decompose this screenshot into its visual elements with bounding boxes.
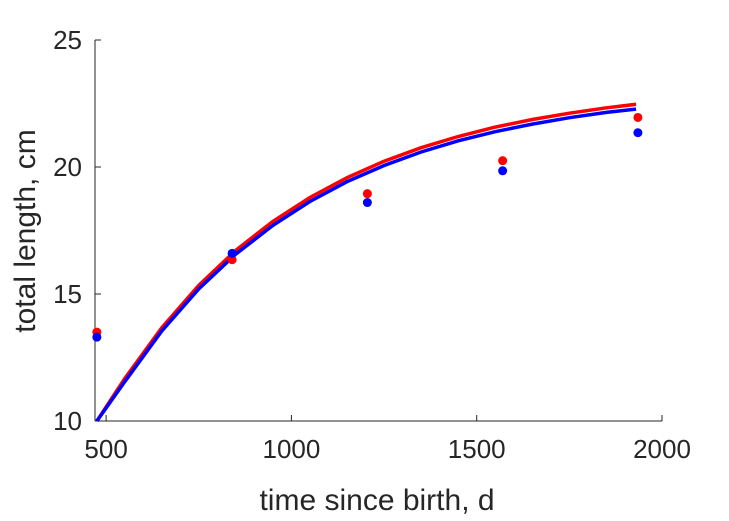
x-tick-label: 2000 [633,434,691,464]
data-point-red [498,156,508,166]
data-point-blue [227,248,237,258]
x-tick-label: 500 [84,434,127,464]
data-point-red [633,112,643,122]
y-tick-label: 10 [53,406,82,436]
y-tick-label: 15 [53,279,82,309]
fit-line-red [95,102,637,422]
data-point-blue [633,128,643,138]
data-point-red [362,189,372,199]
y-tick-label: 20 [53,152,82,182]
y-axis-label: total length, cm [9,129,42,332]
data-point-red [227,255,237,265]
fit-line-blue [95,107,637,423]
fit-lines [95,102,637,423]
data-point-blue [362,198,372,208]
axes: 500 1000 1500 2000 10 15 20 25 [53,25,691,464]
data-point-blue [92,332,102,342]
x-axis-label: time since birth, d [259,484,494,517]
data-points [92,112,643,342]
data-point-blue [498,166,508,176]
x-tick-label: 1000 [262,434,320,464]
y-tick-label: 25 [53,25,82,55]
x-tick-label: 1500 [448,434,506,464]
